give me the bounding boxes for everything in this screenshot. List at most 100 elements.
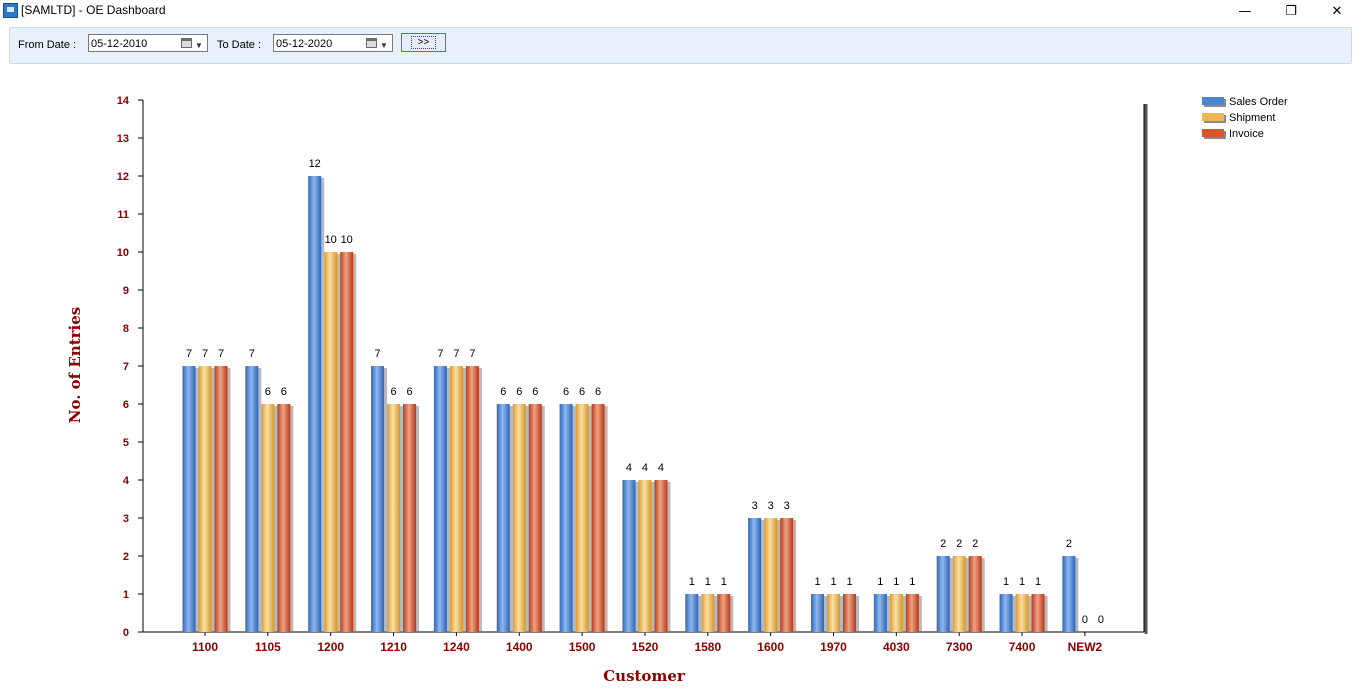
data-label: 1 (846, 576, 852, 588)
data-label: 4 (626, 462, 632, 474)
data-label: 1 (814, 576, 820, 588)
data-label: 2 (972, 538, 978, 550)
bar (622, 480, 636, 632)
legend-label: Sales Order (1229, 96, 1288, 108)
data-label: 7 (469, 348, 475, 360)
bar (465, 366, 479, 632)
legend-label: Invoice (1229, 128, 1264, 140)
data-label: 6 (281, 386, 287, 398)
app-icon (3, 3, 18, 18)
bar (387, 404, 401, 632)
data-label: 0 (1098, 614, 1104, 626)
bar (748, 518, 762, 632)
x-axis-title: Customer (603, 667, 686, 685)
x-tick-label: 1240 (443, 640, 470, 654)
bar (559, 404, 573, 632)
bar (496, 404, 510, 632)
x-tick-label: 7300 (946, 640, 973, 654)
y-tick-label: 3 (123, 513, 129, 525)
bar (638, 480, 652, 632)
y-tick-label: 0 (123, 627, 129, 639)
bar (1062, 556, 1076, 632)
bar (198, 366, 212, 632)
data-label: 7 (202, 348, 208, 360)
bar (214, 366, 228, 632)
data-label: 1 (1003, 576, 1009, 588)
data-label: 1 (877, 576, 883, 588)
data-label: 2 (1066, 538, 1072, 550)
legend: Sales Order Shipment Invoice (1202, 96, 1288, 140)
apply-filter-button[interactable]: >> (401, 33, 446, 52)
data-label: 0 (1082, 614, 1088, 626)
bar (905, 594, 919, 632)
bar (873, 594, 887, 632)
restore-button[interactable]: ❐ (1285, 3, 1297, 19)
bar (968, 556, 982, 632)
bar (936, 556, 950, 632)
bar (1015, 594, 1029, 632)
bar (403, 404, 417, 632)
bar (182, 366, 196, 632)
bar (780, 518, 794, 632)
bar (701, 594, 715, 632)
y-tick-label: 2 (123, 551, 129, 563)
data-label: 1 (1035, 576, 1041, 588)
bar (433, 366, 447, 632)
x-tick-label: 1970 (820, 640, 847, 654)
minimize-button[interactable]: — (1238, 3, 1252, 19)
y-axis-title: No. of Entries (66, 307, 84, 423)
y-tick-label: 7 (123, 361, 129, 373)
bar (512, 404, 526, 632)
x-tick-label: NEW2 (1068, 640, 1103, 654)
bar (999, 594, 1013, 632)
date-filter-bar: From Date : 05-12-2010 ▼ To Date : 05-12… (9, 27, 1352, 64)
x-tick-label: 1600 (757, 640, 784, 654)
data-label: 1 (705, 576, 711, 588)
data-label: 7 (453, 348, 459, 360)
data-label: 1 (721, 576, 727, 588)
y-tick-label: 12 (117, 171, 129, 183)
bar (717, 594, 731, 632)
x-tick-label: 1520 (632, 640, 659, 654)
y-tick-label: 6 (123, 399, 129, 411)
chevron-down-icon[interactable]: ▼ (380, 41, 388, 50)
legend-swatch (1202, 97, 1224, 105)
data-label: 6 (500, 386, 506, 398)
data-label: 3 (768, 500, 774, 512)
title-bar: [SAMLTD] - OE Dashboard — ❐ ✕ (0, 0, 1359, 22)
data-label: 1 (893, 576, 899, 588)
data-label: 3 (784, 500, 790, 512)
data-label: 12 (309, 158, 321, 170)
data-label: 10 (341, 234, 353, 246)
to-date-picker[interactable]: 05-12-2020 ▼ (273, 34, 393, 52)
bar (811, 594, 824, 632)
legend-label: Shipment (1229, 112, 1275, 124)
data-label: 7 (249, 348, 255, 360)
data-label: 7 (186, 348, 192, 360)
x-tick-label: 7400 (1009, 640, 1036, 654)
window-title: [SAMLTD] - OE Dashboard (21, 3, 166, 17)
x-tick-label: 1100 (192, 640, 218, 654)
plot-background (11, 70, 1351, 698)
y-tick-label: 13 (117, 133, 129, 145)
y-tick-label: 5 (123, 437, 129, 449)
data-label: 6 (595, 386, 601, 398)
bar (528, 404, 542, 632)
data-label: 6 (390, 386, 396, 398)
bar (827, 594, 840, 632)
close-button[interactable]: ✕ (1331, 3, 1343, 19)
chevron-down-icon[interactable]: ▼ (195, 41, 203, 50)
y-tick-label: 11 (117, 209, 129, 221)
y-tick-label: 1 (123, 589, 129, 601)
from-date-picker[interactable]: 05-12-2010 ▼ (88, 34, 208, 52)
bar (575, 404, 589, 632)
data-label: 6 (265, 386, 271, 398)
bar (324, 252, 338, 632)
x-tick-label: 4030 (883, 640, 910, 654)
bar (764, 518, 778, 632)
x-tick-label: 1580 (694, 640, 721, 654)
data-label: 1 (1019, 576, 1025, 588)
data-label: 1 (909, 576, 915, 588)
apply-filter-label: >> (410, 36, 437, 49)
